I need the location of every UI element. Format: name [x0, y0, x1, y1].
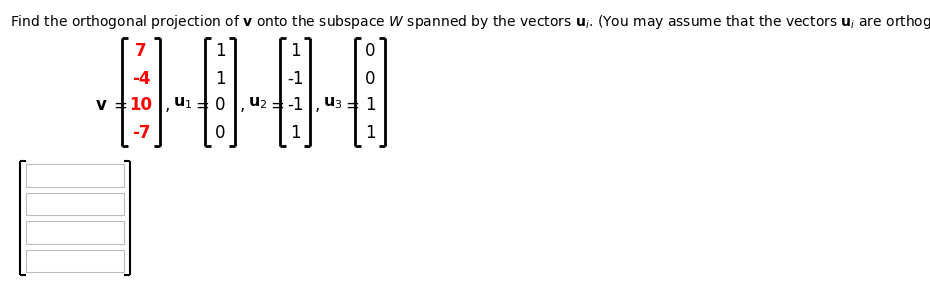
Text: 1: 1 — [289, 42, 300, 61]
Text: 1: 1 — [215, 70, 225, 87]
Text: 0: 0 — [215, 97, 225, 115]
Text: 1: 1 — [365, 97, 376, 115]
Text: 10: 10 — [129, 97, 153, 115]
Text: $\mathbf{u}_3$: $\mathbf{u}_3$ — [323, 96, 342, 111]
Text: 1: 1 — [365, 123, 376, 142]
Text: 0: 0 — [365, 42, 375, 61]
Text: $\mathbf{u}_2$: $\mathbf{u}_2$ — [248, 96, 268, 111]
Text: =: = — [113, 97, 126, 115]
FancyBboxPatch shape — [26, 192, 124, 215]
Text: -1: -1 — [286, 70, 303, 87]
Text: 7: 7 — [135, 42, 147, 61]
FancyBboxPatch shape — [26, 221, 124, 243]
Text: =: = — [270, 97, 284, 115]
Text: $\mathbf{u}_1$: $\mathbf{u}_1$ — [173, 96, 193, 111]
Text: -4: -4 — [132, 70, 151, 87]
Text: ,: , — [315, 97, 320, 115]
Text: $\mathbf{v}$: $\mathbf{v}$ — [96, 97, 108, 115]
Text: -1: -1 — [286, 97, 303, 115]
Text: 1: 1 — [289, 123, 300, 142]
Text: =: = — [345, 97, 359, 115]
Text: ,: , — [165, 97, 170, 115]
Text: =: = — [195, 97, 209, 115]
Text: 0: 0 — [365, 70, 375, 87]
Text: Find the orthogonal projection of $\mathbf{v}$ onto the subspace $\mathit{W}$ sp: Find the orthogonal projection of $\math… — [10, 13, 930, 31]
Text: ,: , — [240, 97, 246, 115]
FancyBboxPatch shape — [26, 164, 124, 186]
Text: 1: 1 — [215, 42, 225, 61]
Text: -7: -7 — [132, 123, 151, 142]
FancyBboxPatch shape — [26, 250, 124, 272]
Text: 0: 0 — [215, 123, 225, 142]
